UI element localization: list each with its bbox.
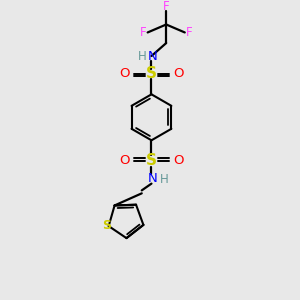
Text: S: S (146, 66, 157, 81)
Text: O: O (119, 154, 130, 167)
Text: O: O (119, 67, 130, 80)
Text: H: H (138, 50, 146, 62)
Text: O: O (173, 154, 184, 167)
Text: N: N (148, 50, 158, 62)
Text: H: H (160, 173, 168, 186)
Text: F: F (140, 26, 146, 39)
Text: N: N (148, 172, 158, 185)
Text: O: O (173, 67, 184, 80)
Text: F: F (163, 0, 169, 13)
Text: S: S (146, 153, 157, 168)
Text: F: F (186, 26, 193, 39)
Text: S: S (102, 219, 111, 232)
